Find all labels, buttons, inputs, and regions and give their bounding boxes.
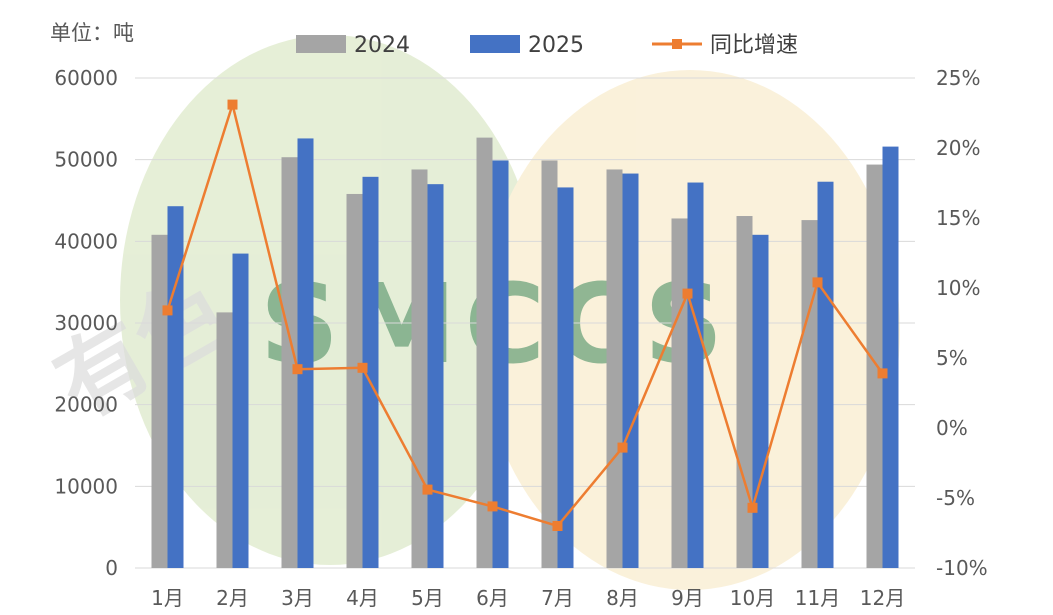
bar-2024: [411, 169, 428, 568]
bar-2025: [427, 184, 444, 568]
line-marker: [747, 502, 758, 513]
bar-2024: [866, 164, 883, 569]
line-marker: [617, 442, 628, 453]
x-tick-label: 7月: [541, 586, 574, 610]
y-right-tick-label: 5%: [936, 346, 968, 370]
line-同比增速: [166, 99, 884, 528]
bar-2025: [492, 160, 509, 568]
bar-2024: [606, 169, 623, 568]
line-marker: [292, 364, 303, 375]
y-right-tick-label: 0%: [936, 416, 968, 440]
x-tick-label: 1月: [151, 586, 184, 610]
legend-swatch: [296, 35, 346, 53]
x-tick-label: 2月: [216, 586, 249, 610]
x-tick-label: 10月: [730, 586, 775, 610]
legend-marker: [672, 39, 682, 49]
bar-2024: [801, 220, 818, 568]
y-right-tick-label: 25%: [936, 66, 980, 90]
line-marker: [162, 305, 173, 316]
bar-2024: [281, 157, 298, 568]
legend-label: 2025: [528, 33, 584, 58]
bar-2025: [167, 206, 184, 568]
y-left-tick-label: 60000: [54, 66, 118, 90]
y-left-tick-label: 50000: [54, 148, 118, 172]
y-left-tick-label: 20000: [54, 393, 118, 417]
x-tick-label: 6月: [476, 586, 509, 610]
bar-2024: [216, 312, 233, 568]
line-marker: [357, 362, 368, 373]
legend: 2024 2025 同比增速: [296, 33, 798, 58]
bar-2024: [151, 234, 168, 569]
y-left-tick-label: 40000: [54, 229, 118, 253]
bar-2025: [752, 234, 769, 569]
bar-2024: [541, 160, 558, 568]
y-left-tick-label: 10000: [54, 474, 118, 498]
growth-line: [162, 99, 888, 531]
legend-label: 同比增速: [710, 33, 798, 58]
bar-2025: [817, 181, 834, 568]
x-tick-label: 4月: [346, 586, 379, 610]
line-marker: [487, 501, 498, 512]
bars: [151, 137, 899, 569]
bar-2024: [671, 218, 688, 568]
x-tick-label: 12月: [860, 586, 905, 610]
x-tick-label: 11月: [795, 586, 840, 610]
y-right-tick-label: 20%: [936, 136, 980, 160]
x-tick-label: 9月: [671, 586, 704, 610]
x-tick-label: 5月: [411, 586, 444, 610]
x-tick-label: 3月: [281, 586, 314, 610]
unit-label: 单位：吨: [50, 21, 134, 45]
bar-2025: [557, 187, 574, 568]
bar-2025: [297, 138, 314, 568]
legend-swatch: [470, 35, 520, 53]
bar-2024: [736, 216, 753, 568]
line-marker: [227, 99, 238, 110]
x-tick-label: 8月: [606, 586, 639, 610]
bar-2024: [346, 193, 363, 568]
y-right-tick-label: -5%: [936, 486, 975, 510]
y-left-tick-label: 30000: [54, 311, 118, 335]
bar-2025: [622, 173, 639, 569]
bar-2025: [362, 176, 379, 569]
bar-2024: [476, 137, 493, 568]
bar-2025: [232, 253, 249, 569]
line-marker: [812, 277, 823, 288]
axes: 0 10000 20000 30000 40000 50000 60000 -10% -5% 0%…: [54, 66, 987, 610]
legend-label: 2024: [354, 33, 410, 58]
line-marker: [877, 368, 888, 379]
y-right-tick-label: 15%: [936, 206, 980, 230]
y-right-tick-label: -10%: [936, 556, 988, 580]
line-marker: [682, 288, 693, 299]
bar-2025: [687, 182, 704, 569]
line-marker: [422, 484, 433, 495]
y-left-tick-label: 0: [105, 556, 118, 580]
line-marker: [552, 521, 563, 531]
y-right-tick-label: 10%: [936, 276, 980, 300]
bar-2025: [882, 146, 899, 568]
